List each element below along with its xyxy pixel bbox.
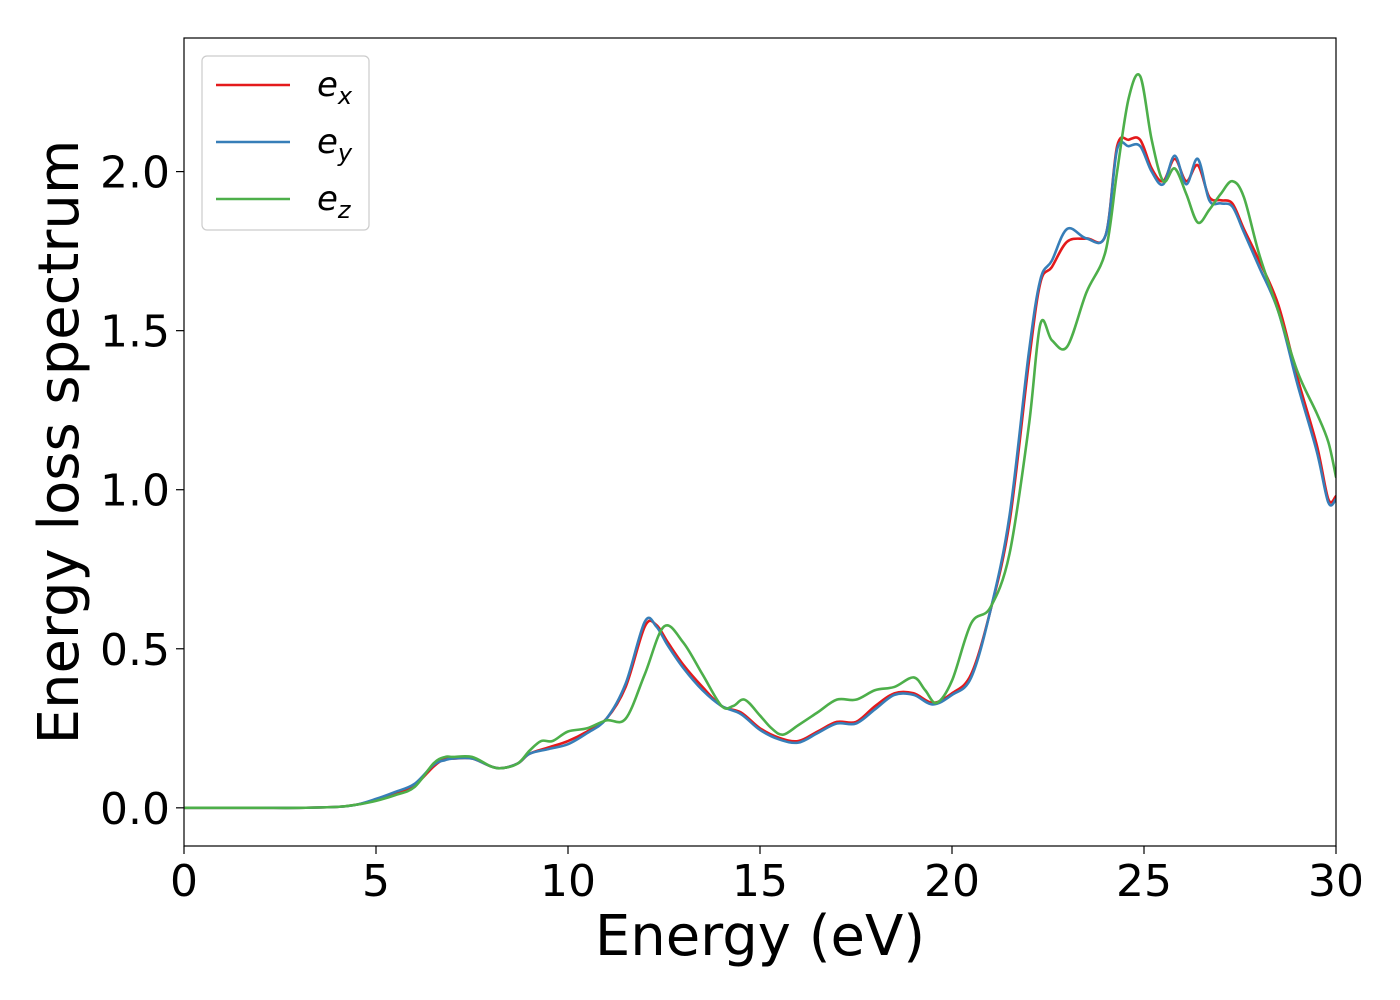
- legend-label-z: ez: [317, 179, 352, 224]
- y-tick-label: 0.5: [100, 625, 170, 676]
- x-tick-label: 15: [732, 856, 788, 907]
- y-axis-title: Energy loss spectrum: [27, 140, 92, 745]
- x-tick-label: 30: [1308, 856, 1364, 907]
- series-line-y: [184, 140, 1336, 810]
- x-tick-label: 10: [540, 856, 596, 907]
- x-axis-ticks: 0 5 10 15 20 25 30: [170, 846, 1364, 907]
- x-tick-label: 5: [362, 856, 390, 907]
- legend: ex ey ez: [201, 55, 370, 231]
- y-tick-label: 2.0: [100, 148, 170, 199]
- x-tick-label: 25: [1116, 856, 1172, 907]
- x-tick-label: 0: [170, 856, 198, 907]
- y-tick-label: 0.0: [100, 784, 170, 835]
- y-tick-label: 1.0: [100, 466, 170, 517]
- legend-label-y: ey: [317, 122, 353, 167]
- y-axis-ticks: 0.0 0.5 1.0 1.5 2.0: [100, 148, 184, 835]
- series-line-z: [184, 73, 1336, 810]
- x-tick-label: 20: [924, 856, 980, 907]
- y-tick-label: 1.5: [100, 307, 170, 358]
- legend-label-x: ex: [317, 65, 353, 110]
- x-axis-title: Energy (eV): [595, 904, 925, 969]
- series-layer: [184, 73, 1336, 810]
